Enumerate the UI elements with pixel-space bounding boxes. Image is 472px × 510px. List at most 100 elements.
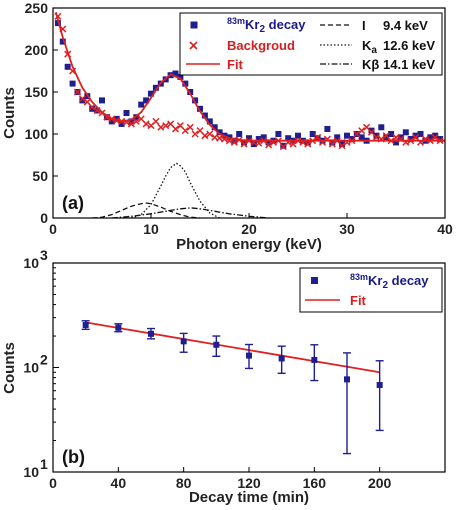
decay-point: [344, 376, 350, 383]
decay-point: [54, 20, 61, 27]
background-point: [265, 141, 273, 149]
x-tick-label: 0: [49, 475, 57, 491]
decay-point: [211, 124, 218, 131]
panel-a-xlabel: Photon energy (keV): [176, 236, 322, 253]
decay-point: [143, 97, 150, 104]
decay-point: [339, 141, 346, 148]
x-tick-label: 120: [237, 475, 261, 491]
panel-a-legend: 83mKr2 decay Backgroud Fit I 9.4 keV Ka …: [179, 12, 443, 76]
decay-point: [148, 330, 154, 337]
decay-point: [108, 118, 115, 125]
background-point: [304, 140, 312, 148]
y-tick-label: 250: [25, 0, 49, 16]
x-tick-label: 200: [368, 475, 392, 491]
legend-b-fit-label: Fit: [350, 293, 367, 308]
decay-point: [128, 118, 135, 125]
y-tick-label: 150: [25, 84, 49, 100]
panel-b-tag: (b): [62, 447, 85, 467]
decay-point: [376, 382, 383, 389]
x-tick-label: 40: [437, 221, 453, 237]
panel-a-series: [54, 11, 445, 219]
decay-point: [368, 127, 375, 134]
decay-point: [246, 352, 252, 359]
y-tick-label: 0: [40, 210, 48, 226]
panel-b-legend-box: [299, 267, 443, 313]
decay-point: [393, 139, 399, 146]
decay-point: [118, 120, 125, 127]
decay-point: [59, 38, 66, 45]
legend-a-ka-label: Ka: [362, 38, 377, 56]
background-point: [186, 123, 194, 131]
decay-point: [324, 125, 331, 132]
panel-a-tag: (a): [62, 193, 84, 213]
y-tick-label: 10: [23, 255, 39, 271]
legend-a-background-marker: [189, 41, 198, 50]
decay-point: [432, 132, 439, 139]
panel-a-legend-box: [179, 12, 443, 76]
legend-a-background-label: Backgroud: [227, 38, 295, 53]
decay-point: [172, 70, 179, 77]
background-point: [191, 130, 199, 138]
decay-point: [201, 112, 208, 119]
y-tick-exponent: 1: [40, 456, 48, 472]
decay-point: [213, 341, 220, 348]
decay-point: [177, 73, 184, 80]
decay-point: [388, 131, 395, 137]
decay-point: [304, 139, 311, 146]
decay-point: [407, 136, 414, 143]
decay-point: [180, 338, 187, 345]
decay-point: [138, 101, 145, 108]
decay-point: [427, 134, 434, 141]
decay-point: [334, 134, 341, 141]
decay-point: [309, 131, 316, 137]
background-point: [289, 140, 297, 148]
decay-point: [113, 115, 120, 122]
background-point: [142, 120, 150, 128]
background-point: [431, 133, 439, 141]
panel-b-ylabel: Counts: [1, 342, 18, 394]
y-tick-label: 10: [23, 360, 39, 376]
background-point: [181, 127, 189, 135]
panel-b-xlabel: Decay time (min): [189, 489, 309, 506]
decay-point: [197, 105, 203, 112]
decay-point: [152, 84, 159, 91]
decay-point: [99, 97, 105, 104]
background-point: [132, 117, 140, 125]
decay-point: [378, 124, 385, 131]
background-point: [240, 140, 248, 148]
decay-point: [285, 135, 292, 142]
decay-point: [250, 141, 257, 148]
background-point: [152, 117, 160, 125]
component-curve-3: [92, 202, 201, 219]
decay-point: [69, 80, 76, 87]
decay-point: [358, 134, 365, 141]
decay-point: [260, 134, 267, 141]
panel-b-legend: 83mKr2 decay Fit: [299, 267, 443, 313]
legend-a-fit-label: Fit: [227, 57, 244, 72]
background-point: [392, 133, 400, 141]
decay-point: [82, 322, 89, 329]
legend-b-decay-label: 83mKr2 decay: [350, 272, 429, 291]
decay-point: [148, 90, 154, 97]
background-point: [73, 88, 82, 96]
x-tick-label: 30: [339, 221, 355, 237]
background-point: [328, 140, 336, 148]
background-point: [206, 130, 214, 138]
legend-a-kb-energy: 14.1 keV: [383, 57, 435, 72]
legend-a-decay-label: 83mKr2 decay: [227, 16, 306, 35]
decay-point: [231, 137, 238, 144]
decay-point: [437, 136, 444, 143]
fit-line: [85, 321, 380, 374]
decay-point: [246, 135, 252, 142]
x-tick-label: 20: [241, 221, 257, 237]
decay-point: [89, 105, 96, 112]
legend-a-decay-marker: [190, 21, 198, 29]
x-tick-label: 40: [111, 475, 127, 491]
decay-point: [311, 356, 318, 363]
background-point: [338, 142, 346, 150]
decay-point: [133, 114, 140, 121]
y-tick-exponent: 2: [40, 352, 48, 368]
component-curve-4: [131, 162, 220, 219]
